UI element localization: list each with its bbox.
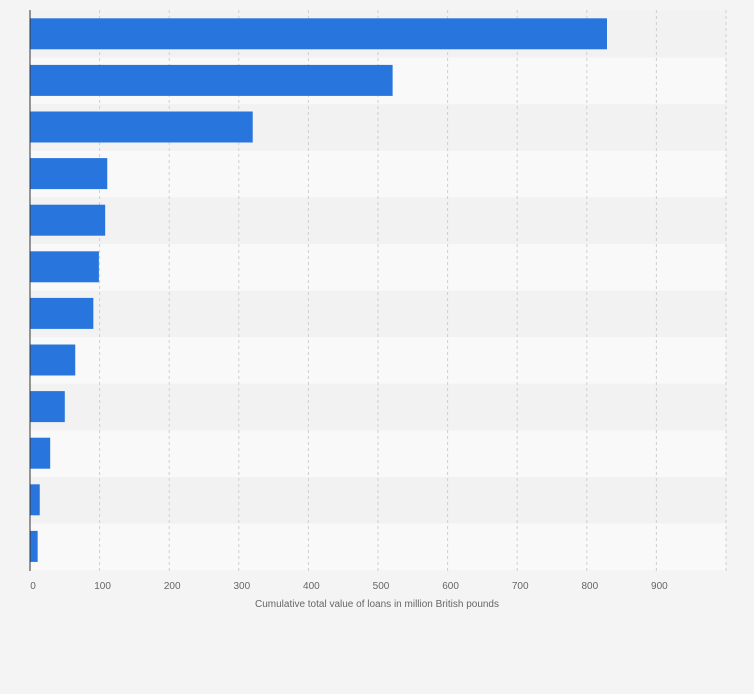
bar[interactable] xyxy=(30,297,94,329)
x-tick-label: 700 xyxy=(512,581,529,592)
x-tick-label: 900 xyxy=(651,581,668,592)
x-tick-label: 600 xyxy=(442,581,459,592)
x-tick-label: 800 xyxy=(581,581,598,592)
bar[interactable] xyxy=(30,158,108,190)
bar[interactable] xyxy=(30,204,106,236)
x-tick-label: 100 xyxy=(94,581,111,592)
bar[interactable] xyxy=(30,18,607,50)
bar[interactable] xyxy=(30,251,99,283)
bars xyxy=(30,18,607,562)
bar[interactable] xyxy=(30,64,393,96)
x-tick-label: 400 xyxy=(303,581,320,592)
bar[interactable] xyxy=(30,391,65,423)
x-tick-label: 500 xyxy=(373,581,390,592)
x-tick-labels: 0 100 200 300 400 500 600 700 800 900 xyxy=(30,581,668,592)
x-tick-label: 300 xyxy=(233,581,250,592)
bar[interactable] xyxy=(30,437,51,469)
bar[interactable] xyxy=(30,344,76,376)
bar[interactable] xyxy=(30,111,253,143)
x-tick-label: 0 xyxy=(30,581,36,592)
x-tick-label: 200 xyxy=(164,581,181,592)
x-axis-label: Cumulative total value of loans in milli… xyxy=(255,599,499,610)
bar[interactable] xyxy=(30,484,40,516)
bar[interactable] xyxy=(30,530,38,562)
